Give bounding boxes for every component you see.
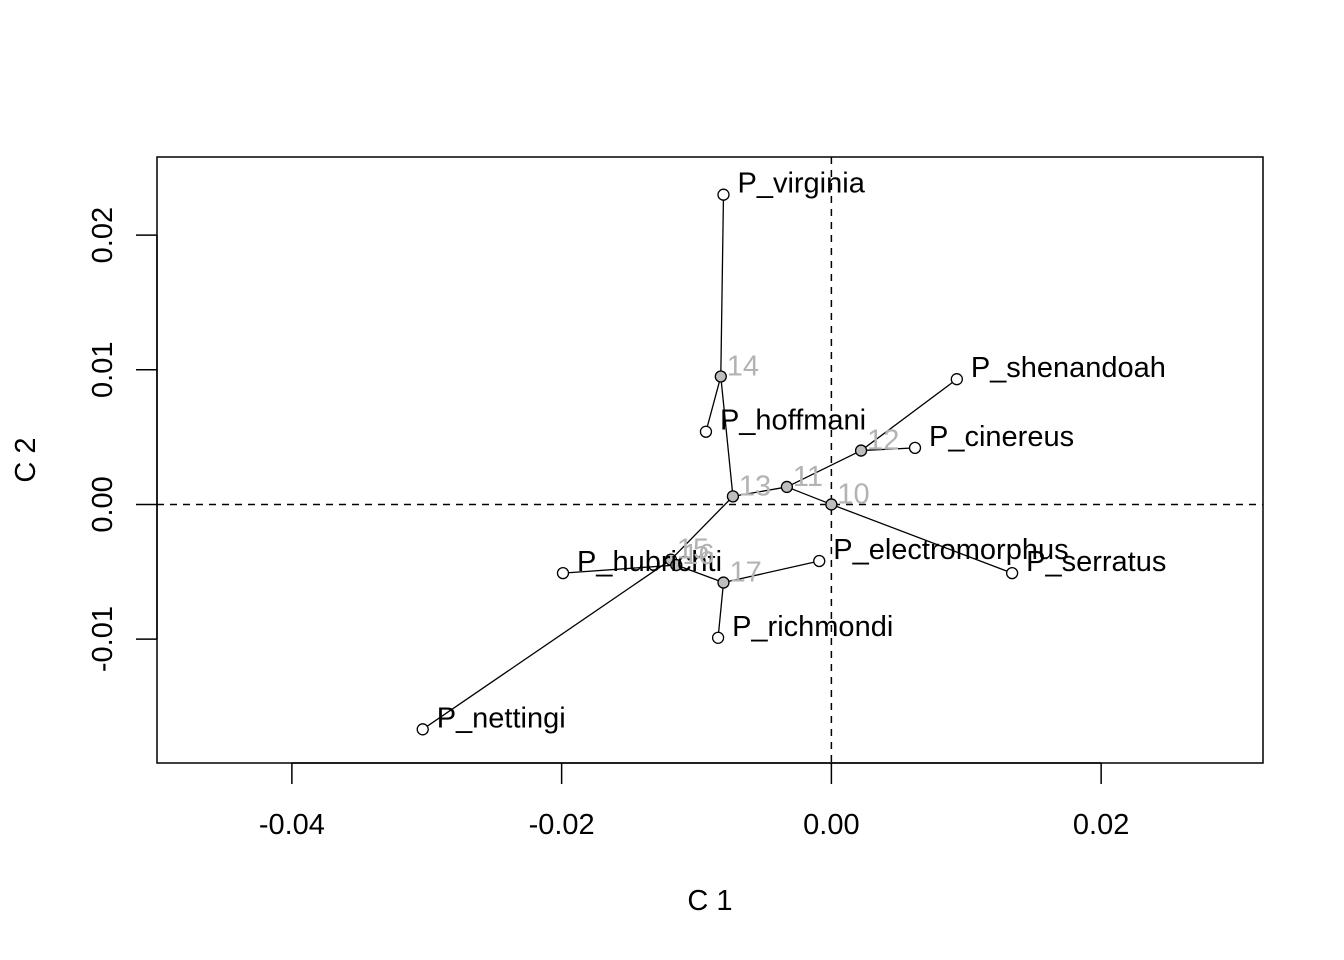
y-tick-label: 0.00 [87, 476, 119, 532]
node-point [854, 444, 868, 457]
node-label: 12 [867, 425, 899, 457]
y-tick-label: 0.01 [87, 342, 119, 398]
tree-points [416, 188, 1019, 736]
x-axis-label: C 1 [687, 885, 732, 917]
tree-edge [705, 376, 722, 432]
tree-edge [562, 564, 677, 574]
tree-edge [786, 486, 832, 506]
x-tick-label: 0.00 [803, 809, 859, 841]
tip-label: P_serratus [1026, 546, 1166, 578]
tip-point [711, 631, 725, 644]
tip-label: P_hubrichti [577, 546, 722, 578]
y-tick-label: 0.02 [87, 207, 119, 263]
x-tick-label: -0.02 [529, 809, 595, 841]
x-tick-label: -0.04 [259, 809, 325, 841]
tip-label: P_richmondi [732, 611, 893, 643]
node-label: 17 [729, 557, 761, 589]
node-label: 16 [682, 539, 714, 571]
tip-point [813, 554, 826, 568]
node-label: 14 [727, 351, 759, 383]
tip-label: P_virginia [737, 168, 865, 200]
node-point [714, 370, 727, 383]
tree-edge [422, 559, 672, 730]
node-point [726, 490, 740, 503]
point-labels: P_virginia P_shenandoah P_hoffmani P_cinere… [437, 168, 1167, 735]
y-tick-label: -0.01 [87, 606, 119, 672]
tip-label: P_cinereus [929, 421, 1074, 453]
node-point [670, 558, 683, 572]
tip-point [416, 723, 429, 736]
node-label: 11 [793, 461, 823, 493]
tip-point [1005, 566, 1019, 580]
tip-point [908, 441, 922, 455]
tree-edge [720, 376, 734, 497]
tree-edge [786, 449, 862, 488]
tip-label: P_shenandoah [971, 352, 1166, 384]
tip-point [717, 188, 730, 201]
node-point [717, 576, 730, 589]
tree-edge [676, 564, 724, 584]
x-tick-label: 0.02 [1073, 809, 1129, 841]
tree-edge [723, 560, 820, 584]
node-label: 10 [837, 478, 869, 510]
tree-edge [720, 194, 725, 377]
reference-lines [157, 157, 1263, 763]
tree-edge [717, 582, 725, 638]
tree-edge [831, 503, 1013, 574]
node-point [780, 480, 794, 494]
tree-edge [861, 447, 916, 452]
tip-point [556, 566, 570, 580]
y-axis: -0.01 0.00 0.01 0.02 [87, 207, 158, 672]
x-axis: -0.04 -0.02 0.00 0.02 [259, 762, 1129, 841]
y-axis-label: C 2 [10, 437, 42, 482]
tip-point [699, 425, 713, 438]
node-label: 15 [677, 534, 709, 566]
node-label: 13 [739, 470, 771, 502]
tip-label: P_hoffmani [720, 405, 866, 437]
tip-point [950, 373, 963, 386]
tree-edge [670, 495, 734, 561]
node-point [825, 498, 838, 511]
tree-edge [732, 486, 787, 498]
tree-edge [860, 378, 958, 452]
tip-label: P_nettingi [437, 702, 566, 734]
tip-label: P_electromorphus [833, 534, 1068, 566]
